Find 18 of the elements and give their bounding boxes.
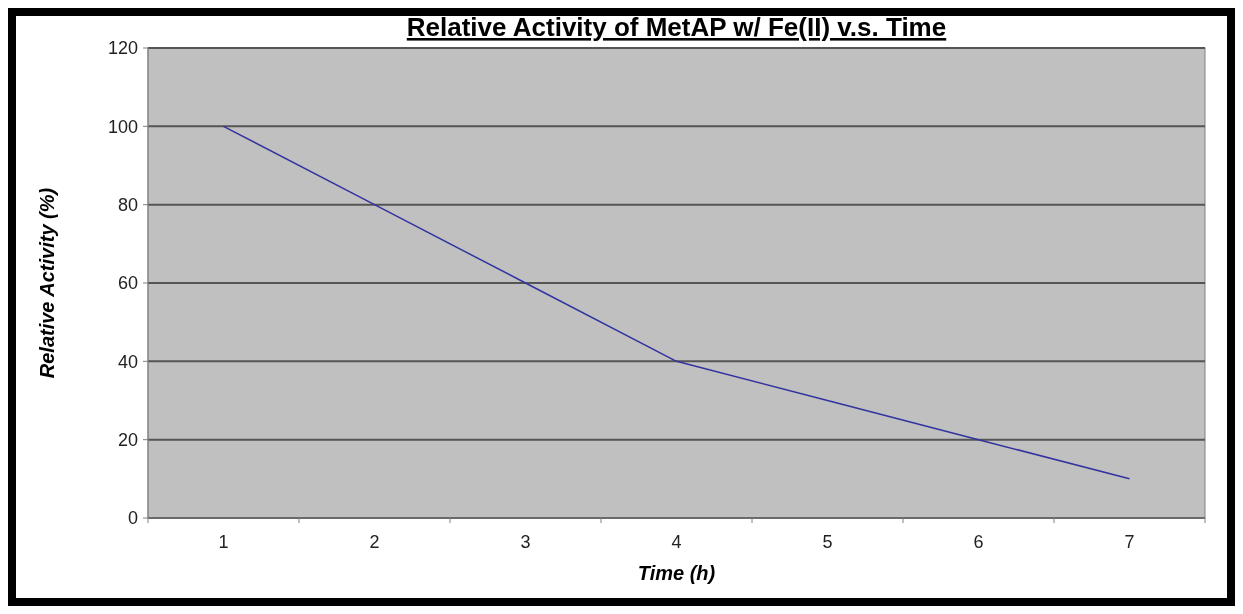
y-axis-title: Relative Activity (%) — [36, 187, 58, 379]
x-tick-label: 2 — [369, 532, 380, 552]
x-tick-label: 3 — [520, 532, 531, 552]
y-tick-label: 60 — [117, 273, 138, 294]
x-axis-title: Time (h) — [637, 562, 716, 584]
y-tick-label: 100 — [107, 116, 138, 137]
y-tick-label: 20 — [117, 429, 138, 450]
y-tick-label: 40 — [117, 351, 138, 372]
line-series — [222, 125, 1131, 480]
x-tick-label: 6 — [973, 532, 984, 552]
x-tick-label: 4 — [671, 532, 682, 552]
y-tick-label: 0 — [127, 508, 138, 529]
x-tick-label: 7 — [1124, 532, 1135, 552]
x-tick-label: 5 — [822, 532, 833, 552]
x-tick-label: 1 — [218, 532, 229, 552]
y-tick-label: 80 — [117, 194, 138, 215]
y-tick-label: 120 — [107, 38, 138, 59]
chart-title: Relative Activity of MetAP w/ Fe(II) v.s. Time — [406, 12, 947, 42]
